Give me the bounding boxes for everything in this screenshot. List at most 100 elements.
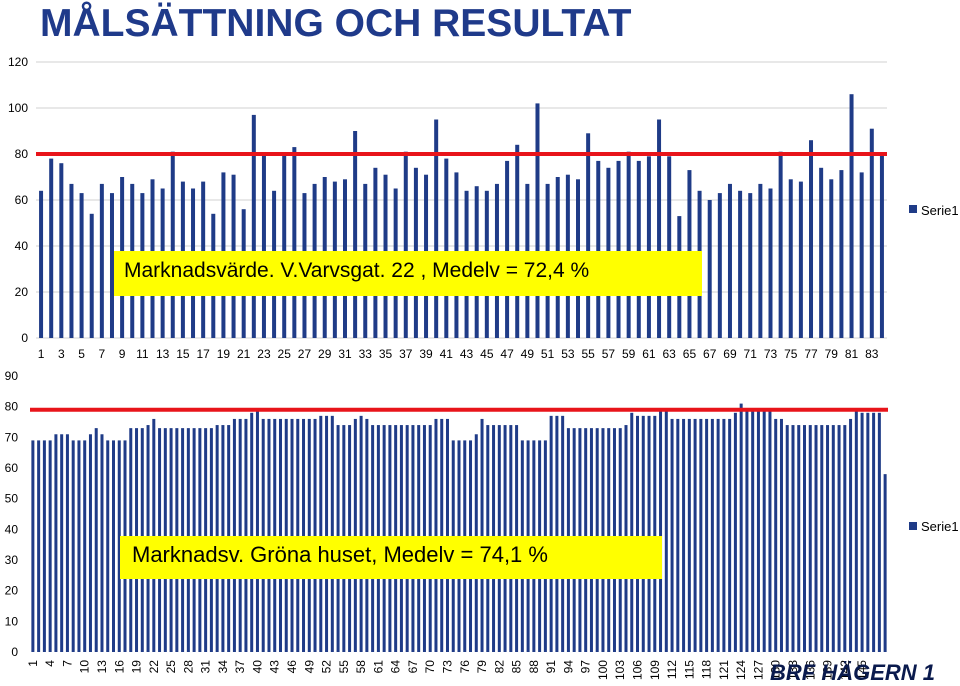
chart2-x-tick-label: 37 xyxy=(233,660,247,674)
chart1-x-tick-label: 29 xyxy=(318,347,332,361)
chart2-bar xyxy=(774,418,778,652)
chart2-x-tick-label: 79 xyxy=(475,660,489,674)
chart2-y-tick-label: 40 xyxy=(5,522,19,536)
chart1-bar xyxy=(819,167,824,338)
chart2-x-tick-label: 127 xyxy=(751,660,765,680)
chart2-bar xyxy=(330,415,334,652)
chart2-bar xyxy=(762,409,766,652)
chart1-y-tick-label: 80 xyxy=(15,147,29,161)
chart2-x-tick-label: 52 xyxy=(320,660,334,674)
chart2-x-tick-label: 130 xyxy=(769,660,783,680)
chart1-bar xyxy=(251,114,256,339)
chart2-y-tick-label: 30 xyxy=(5,553,19,567)
chart2-bar xyxy=(307,418,311,652)
chart2-legend-label: Serie1 xyxy=(921,519,959,534)
chart2-bar xyxy=(353,418,357,652)
chart2-x-tick-label: 46 xyxy=(285,660,299,674)
chart2-x-tick-label: 4 xyxy=(43,660,57,667)
chart2-bar xyxy=(284,418,288,652)
chart1-annotation: Marknadsvärde. V.Varvsgat. 22 , Medelv =… xyxy=(114,251,702,296)
chart1-y-tick-label: 100 xyxy=(8,101,28,115)
chart1-x-tick-label: 57 xyxy=(602,347,616,361)
chart1-bar xyxy=(282,154,287,338)
chart2-bar xyxy=(561,415,565,652)
chart2-x-tick-label: 10 xyxy=(78,660,92,674)
chart2-bar xyxy=(745,409,749,652)
chart2-bar xyxy=(238,418,242,652)
chart1-bar xyxy=(353,131,358,338)
chart2-bar xyxy=(555,415,559,652)
chart1-x-tick-label: 49 xyxy=(521,347,535,361)
chart1-bar xyxy=(788,179,793,338)
chart2-bar xyxy=(808,425,812,652)
chart1-bar xyxy=(636,160,641,338)
chart2-x-tick-label: 40 xyxy=(250,660,264,674)
chart1-x-tick-label: 51 xyxy=(541,347,555,361)
chart2-bar xyxy=(261,418,265,652)
chart2-bar xyxy=(826,425,830,652)
chart2-x-tick-label: 76 xyxy=(458,660,472,674)
chart1-bar xyxy=(829,179,834,338)
chart2-bar xyxy=(77,440,81,652)
chart1-bar xyxy=(839,170,844,338)
chart1-x-tick-label: 9 xyxy=(119,347,126,361)
chart1-x-tick-label: 15 xyxy=(176,347,190,361)
chart2-y-tick-label: 60 xyxy=(5,461,19,475)
chart1-bar xyxy=(505,160,510,338)
chart2-bar xyxy=(445,418,449,652)
chart2-bar xyxy=(88,434,92,652)
chart1-x-tick-label: 69 xyxy=(723,347,737,361)
chart1-x-tick-label: 21 xyxy=(237,347,251,361)
chart1-bar xyxy=(596,160,601,338)
chart2-x-tick-label: 145 xyxy=(855,660,869,680)
chart2-bar xyxy=(866,412,870,652)
chart1-x-tick-label: 47 xyxy=(500,347,514,361)
chart1-bar xyxy=(59,163,64,338)
chart1-x-tick-label: 79 xyxy=(825,347,839,361)
chart1-bar xyxy=(717,193,722,338)
chart2-bar xyxy=(716,418,720,652)
chart1-bar xyxy=(869,128,874,338)
chart1-x-tick-label: 75 xyxy=(784,347,798,361)
chart2-x-tick-label: 28 xyxy=(181,660,195,674)
chart2-x-tick-label: 136 xyxy=(803,660,817,680)
chart2-bar xyxy=(440,418,444,652)
chart2-bar xyxy=(31,440,35,652)
chart1-x-tick-label: 63 xyxy=(663,347,677,361)
chart2-bar xyxy=(705,418,709,652)
chart2-x-tick-label: 124 xyxy=(734,660,748,680)
chart1-x-tick-label: 7 xyxy=(99,347,106,361)
chart2-x-tick-label: 103 xyxy=(613,660,627,680)
chart1-bar xyxy=(738,190,743,338)
chart1-bar xyxy=(434,119,439,338)
chart2-x-tick-label: 82 xyxy=(492,660,506,674)
chart2-bar xyxy=(359,415,363,652)
chart1-x-tick-label: 35 xyxy=(379,347,393,361)
chart2-bar xyxy=(883,474,887,652)
chart2-bar xyxy=(693,418,697,652)
chart2-x-tick-label: 139 xyxy=(821,660,835,680)
chart2-y-tick-label: 90 xyxy=(5,369,19,383)
chart2-bar xyxy=(722,418,726,652)
chart2-y-tick-label: 50 xyxy=(5,492,19,506)
chart2-x-tick-label: 67 xyxy=(406,660,420,674)
chart1-y-tick-label: 40 xyxy=(15,239,29,253)
chart2-y-tick-label: 70 xyxy=(5,430,19,444)
chart2-bar xyxy=(83,440,87,652)
chart2-bar xyxy=(860,412,864,652)
chart1-x-tick-label: 61 xyxy=(642,347,656,361)
chart2-bar xyxy=(803,425,807,652)
chart1-x-tick-label: 1 xyxy=(38,347,45,361)
chart1-bar xyxy=(69,183,74,338)
chart2-bar xyxy=(42,440,46,652)
chart2-bar xyxy=(296,418,300,652)
chart2-bar xyxy=(152,418,156,652)
chart2-bar xyxy=(877,412,881,652)
chart1-bar xyxy=(99,183,104,338)
chart1-bar xyxy=(657,119,662,338)
chart2-bar xyxy=(434,418,438,652)
chart2-bar xyxy=(872,412,876,652)
chart2-bar xyxy=(636,415,640,652)
chart1-bar xyxy=(748,193,753,338)
chart2-bar xyxy=(814,425,818,652)
